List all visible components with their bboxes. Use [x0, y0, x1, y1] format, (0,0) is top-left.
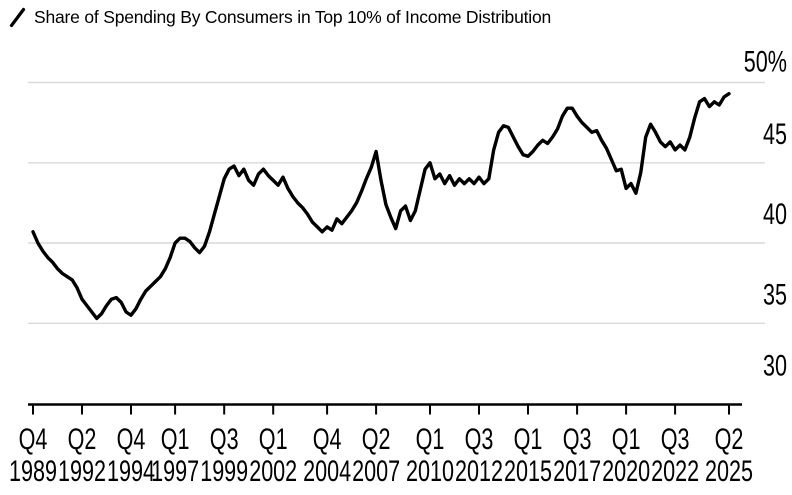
y-axis-label-45: 45: [763, 118, 787, 151]
x-axis-label-year-2012: 2012: [455, 455, 503, 488]
y-axis-label-40: 40: [763, 198, 787, 231]
x-axis-label-quarter-2004: Q4: [313, 423, 342, 456]
x-axis-label-year-1992: 1992: [58, 455, 106, 488]
x-axis-label-year-1997: 1997: [151, 455, 199, 488]
chart-title: Share of Spending By Consumers in Top 10…: [34, 7, 552, 27]
x-axis-label-year-2017: 2017: [553, 455, 601, 488]
y-axis-label-30: 30: [763, 350, 787, 383]
x-axis-label-quarter-1999: Q3: [210, 423, 239, 456]
x-axis-label-quarter-1992: Q2: [68, 423, 97, 456]
x-axis-label-quarter-1997: Q1: [161, 423, 190, 456]
x-axis-label-year-1999: 1999: [200, 455, 248, 488]
x-axis-label-year-2022: 2022: [651, 455, 699, 488]
x-axis-label-year-1994: 1994: [107, 455, 155, 488]
x-axis-label-quarter-2022: Q3: [661, 423, 690, 456]
data-line-top10-spending-share: [31, 91, 731, 321]
x-axis-label-year-2007: 2007: [352, 455, 400, 488]
x-axis-label-year-2015: 2015: [504, 455, 552, 488]
x-axis-label-quarter-2012: Q3: [465, 423, 494, 456]
y-axis-label-35: 35: [763, 278, 787, 311]
x-axis-label-quarter-2017: Q3: [563, 423, 592, 456]
x-axis-label-year-2004: 2004: [303, 455, 351, 488]
x-axis-label-year-1989: 1989: [9, 455, 57, 488]
title-legend-slash-icon: [9, 7, 26, 28]
x-axis-label-year-2002: 2002: [249, 455, 297, 488]
x-axis-label-year-2025: 2025: [705, 455, 753, 488]
x-axis-label-quarter-2025: Q2: [715, 423, 744, 456]
x-axis-label-quarter-2020: Q1: [612, 423, 641, 456]
x-axis-label-quarter-2015: Q1: [514, 423, 543, 456]
x-axis-label-quarter-2007: Q2: [362, 423, 391, 456]
x-axis-label-quarter-2010: Q1: [416, 423, 445, 456]
x-axis-label-year-2010: 2010: [406, 455, 454, 488]
x-axis-label-year-2020: 2020: [602, 455, 650, 488]
x-axis-label-quarter-2002: Q1: [259, 423, 288, 456]
x-axis-label-quarter-1989: Q4: [19, 423, 48, 456]
x-axis-label-quarter-1994: Q4: [117, 423, 146, 456]
y-axis-label-50: 50%: [744, 46, 787, 79]
chart-header: Share of Spending By Consumers in Top 10…: [9, 7, 551, 28]
